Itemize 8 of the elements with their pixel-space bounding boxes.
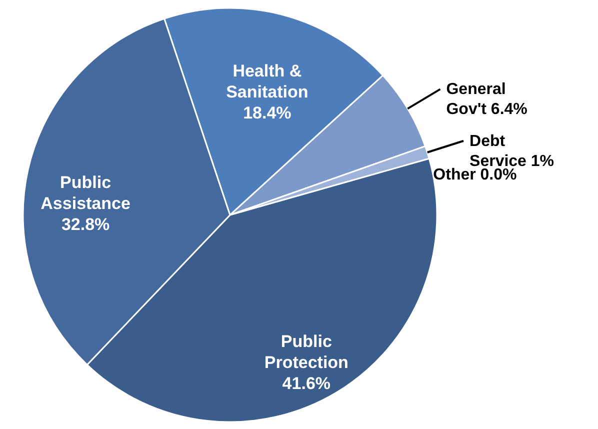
data-label: 41.6% <box>282 374 331 393</box>
slice-label: General Gov't 6.4% <box>446 81 528 118</box>
category-label: Other 0.0% <box>433 166 517 184</box>
slice-label: Public Protection <box>264 332 348 372</box>
slice-label: Public Assistance <box>40 172 130 213</box>
slice-label: Health & Sanitation <box>226 62 308 102</box>
data-label: 18.4% <box>243 104 292 123</box>
data-label: 32.8% <box>61 214 110 234</box>
